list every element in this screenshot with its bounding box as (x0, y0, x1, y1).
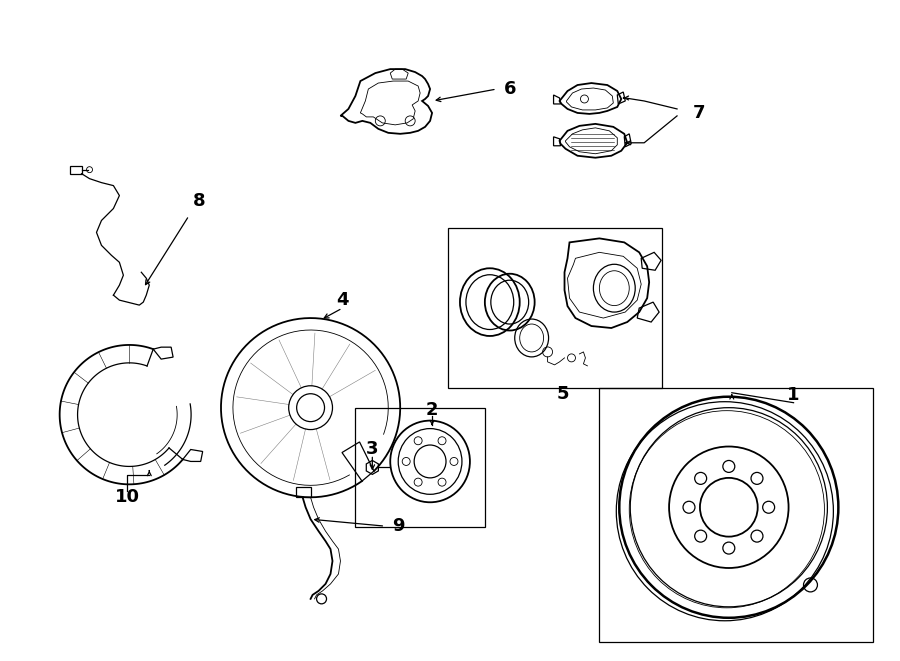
Bar (356, 408, 485, 527)
Text: 6: 6 (503, 80, 516, 98)
Text: 3: 3 (366, 440, 379, 457)
Text: 10: 10 (115, 488, 140, 506)
Bar (448, 229, 662, 388)
Bar (69, 166, 82, 174)
Bar (599, 388, 873, 642)
Text: 1: 1 (788, 386, 800, 404)
Bar (296, 487, 310, 497)
Polygon shape (342, 442, 374, 481)
Text: 5: 5 (556, 385, 569, 403)
Text: 7: 7 (693, 104, 706, 122)
Text: 8: 8 (193, 192, 205, 210)
Text: 9: 9 (392, 517, 404, 535)
Text: 2: 2 (426, 401, 438, 418)
Text: 4: 4 (337, 291, 348, 309)
